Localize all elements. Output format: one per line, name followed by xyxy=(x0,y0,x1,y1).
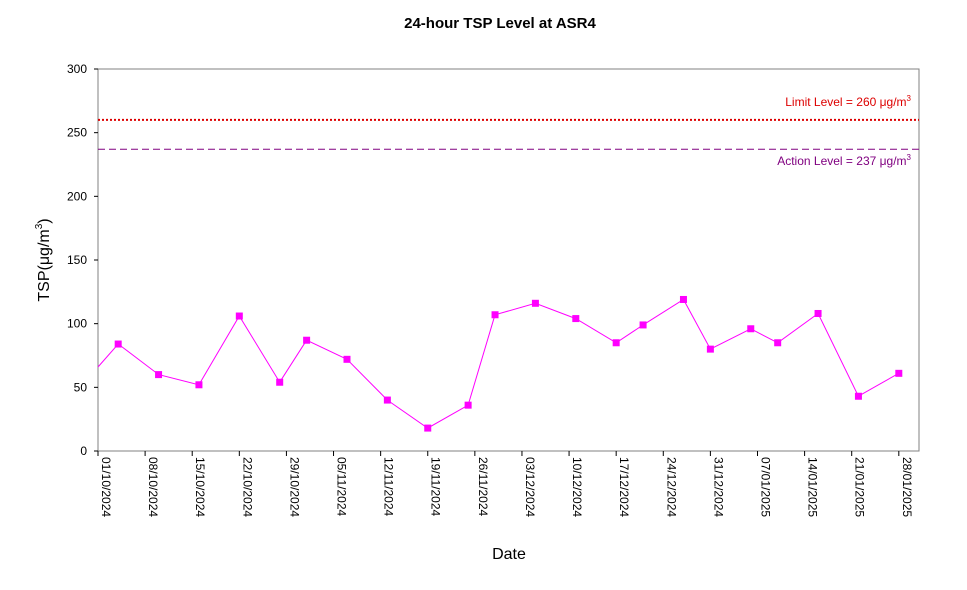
data-point xyxy=(706,345,714,353)
data-point xyxy=(424,424,432,432)
y-axis-label: TSP(μg/m3) xyxy=(34,218,53,301)
data-point xyxy=(895,369,903,377)
y-axis-label-sup: 3 xyxy=(34,223,45,229)
x-axis-label: Date xyxy=(492,546,526,563)
data-point xyxy=(747,325,755,333)
reference-line-label-text: Action Level = 237 μg/m xyxy=(777,154,906,168)
x-tick-label: 10/12/2024 xyxy=(570,457,584,517)
y-tick-label: 200 xyxy=(67,189,87,203)
data-point xyxy=(464,401,472,409)
plot-area xyxy=(97,68,920,452)
y-axis-label-close: ) xyxy=(36,218,53,223)
data-point xyxy=(491,311,499,319)
data-point xyxy=(155,371,163,379)
x-tick-label: 15/10/2024 xyxy=(193,457,207,517)
x-tick-label: 29/10/2024 xyxy=(287,457,301,517)
data-point xyxy=(612,339,620,347)
y-tick-label: 250 xyxy=(67,126,87,140)
data-point xyxy=(774,339,782,347)
x-tick-label: 22/10/2024 xyxy=(240,457,254,517)
y-axis-label-unit: μg/m xyxy=(36,229,53,265)
y-tick-label: 50 xyxy=(74,380,88,394)
data-point xyxy=(383,396,391,404)
reference-line-label-text: Limit Level = 260 μg/m xyxy=(785,95,906,109)
x-tick-label: 14/01/2025 xyxy=(806,457,820,517)
data-point xyxy=(343,355,351,363)
reference-line-label-sup: 3 xyxy=(907,153,912,162)
x-tick-label: 17/12/2024 xyxy=(617,457,631,517)
series-layer xyxy=(97,295,903,432)
data-point xyxy=(639,321,647,329)
data-point xyxy=(679,295,687,303)
data-point xyxy=(303,336,311,344)
x-tick-label: 12/11/2024 xyxy=(382,457,396,516)
x-axis: 01/10/2024 08/10/2024 15/10/2024 22/10/2024… xyxy=(97,451,914,517)
x-tick-label: 31/12/2024 xyxy=(711,457,725,517)
data-point xyxy=(235,312,243,320)
x-tick-label: 26/11/2024 xyxy=(476,457,490,516)
y-tick-label: 0 xyxy=(80,444,87,458)
x-tick-label: 05/11/2024 xyxy=(335,457,349,516)
data-point xyxy=(572,315,580,323)
x-tick-label: 03/12/2024 xyxy=(523,457,537,517)
data-point xyxy=(814,309,822,317)
reference-line-label-sup: 3 xyxy=(907,94,912,103)
x-tick-label: 28/01/2025 xyxy=(900,457,914,517)
x-tick-label: 24/12/2024 xyxy=(664,457,678,517)
x-tick-label: 08/10/2024 xyxy=(146,457,160,517)
data-point xyxy=(114,340,122,348)
y-axis-label-main: TSP( xyxy=(36,265,53,302)
y-tick-label: 150 xyxy=(67,253,87,267)
chart-title: 24-hour TSP Level at ASR4 xyxy=(404,15,596,32)
y-axis: 0 50 100 150 200 250 300 xyxy=(67,62,98,458)
data-point xyxy=(531,299,539,307)
x-tick-label: 19/11/2024 xyxy=(429,457,443,516)
data-point xyxy=(276,378,284,386)
x-tick-label: 01/10/2024 xyxy=(99,457,113,517)
y-tick-label: 300 xyxy=(67,62,87,76)
x-tick-label: 07/01/2025 xyxy=(758,457,772,517)
data-point xyxy=(195,381,203,389)
y-tick-label: 100 xyxy=(67,317,87,331)
reference-line-label: Limit Level = 260 μg/m3 xyxy=(785,94,911,109)
reference-line-label: Action Level = 237 μg/m3 xyxy=(777,153,911,168)
data-point xyxy=(854,392,862,400)
x-tick-label: 21/01/2025 xyxy=(853,457,867,517)
series-line xyxy=(97,298,900,429)
